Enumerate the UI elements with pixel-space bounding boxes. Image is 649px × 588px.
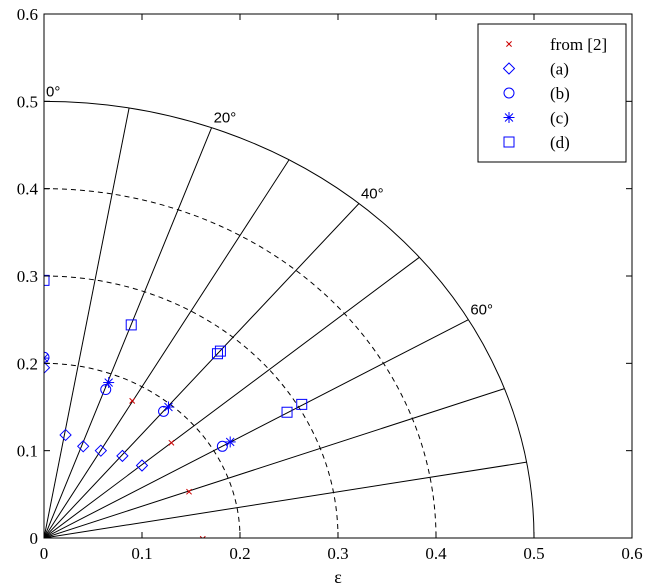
- legend-label: from [2]: [550, 35, 607, 54]
- marker-x: [199, 535, 206, 538]
- marker-star: [162, 401, 174, 413]
- marker-circle: [503, 87, 515, 99]
- dashed-arc: [44, 188, 437, 538]
- dashed-arc: [44, 362, 241, 538]
- ray-line: [44, 127, 213, 538]
- legend-item: (c): [503, 109, 569, 128]
- x-tick-label: 0.1: [131, 544, 152, 563]
- y-tick-label: 0: [30, 529, 39, 548]
- legend-box: [477, 23, 627, 163]
- marker-star: [103, 377, 115, 389]
- marker-star: [44, 352, 50, 364]
- ray-line: [44, 107, 130, 538]
- axes: 0 0.1 0.2 0.3 0.4 0.5 0.6 0 0.1 0.2 0.3 0.4 0.5 0.6 ε: [17, 5, 643, 587]
- marker-circle: [216, 440, 228, 452]
- plot-area: 0° 20° 40° 60°: [44, 83, 535, 538]
- marker-diamond: [59, 428, 72, 442]
- marker-square: [44, 274, 50, 286]
- x-tick-label: 0.3: [327, 544, 348, 563]
- marker-diamond: [44, 361, 51, 374]
- ray-line: [44, 159, 290, 538]
- marker-diamond: [76, 440, 90, 453]
- marker-diamond: [135, 459, 149, 472]
- x-tick-label: 0.6: [621, 544, 642, 563]
- legend-label: (a): [550, 60, 569, 79]
- marker-square: [214, 345, 226, 357]
- marker-square: [503, 136, 515, 148]
- legend: from [2] (a) (b) (c) (d): [477, 23, 627, 163]
- series-3: [44, 352, 236, 448]
- marker-square: [281, 406, 293, 418]
- x-tick-label: 0.4: [425, 544, 447, 563]
- x-axis-title: ε: [334, 567, 342, 587]
- y-tick-label: 0.1: [17, 442, 38, 461]
- marker-square: [296, 398, 308, 410]
- series-4: [44, 274, 308, 418]
- y-tick-label: 0.3: [17, 267, 38, 286]
- ray-line: [44, 319, 469, 538]
- marker-x: [129, 397, 136, 404]
- marker-diamond: [94, 444, 108, 457]
- legend-item: from [2]: [506, 35, 607, 54]
- marker-square: [211, 348, 223, 360]
- outer-arc: [44, 100, 535, 538]
- marker-x: [168, 439, 175, 446]
- angle-label: 0°: [46, 83, 60, 100]
- marker-star: [224, 436, 236, 448]
- y-tick-label: 0.6: [17, 5, 38, 24]
- legend-item: (a): [502, 60, 569, 79]
- ray-line: [44, 256, 420, 538]
- y-tick-label: 0.2: [17, 354, 38, 373]
- ray-line: [44, 388, 505, 538]
- y-tick-label: 0.5: [17, 92, 38, 111]
- marker-circle: [100, 384, 112, 396]
- marker-circle: [44, 351, 50, 363]
- legend-item: (b): [503, 84, 570, 103]
- marker-star: [503, 112, 515, 123]
- marker-diamond: [502, 62, 516, 75]
- dashed-arc: [44, 275, 339, 538]
- legend-label: (d): [550, 133, 570, 152]
- marker-square: [125, 319, 137, 331]
- legend-label: (b): [550, 84, 570, 103]
- x-tick-label: 0: [40, 544, 49, 563]
- angle-label: 20°: [214, 110, 237, 127]
- marker-x: [186, 488, 192, 495]
- ray-line: [44, 203, 360, 538]
- marker-diamond: [116, 449, 129, 463]
- marker-x: [506, 41, 512, 47]
- angle-label: 40°: [361, 185, 384, 202]
- y-tick-label: 0.4: [17, 180, 39, 199]
- x-tick-label: 0.5: [523, 544, 544, 563]
- ray-line: [44, 461, 527, 538]
- x-tick-label: 0.2: [229, 544, 250, 563]
- legend-item: (d): [503, 133, 570, 152]
- series-0: [129, 397, 206, 538]
- series-1: [44, 361, 149, 472]
- legend-label: (c): [550, 109, 569, 128]
- angle-label: 60°: [470, 302, 493, 319]
